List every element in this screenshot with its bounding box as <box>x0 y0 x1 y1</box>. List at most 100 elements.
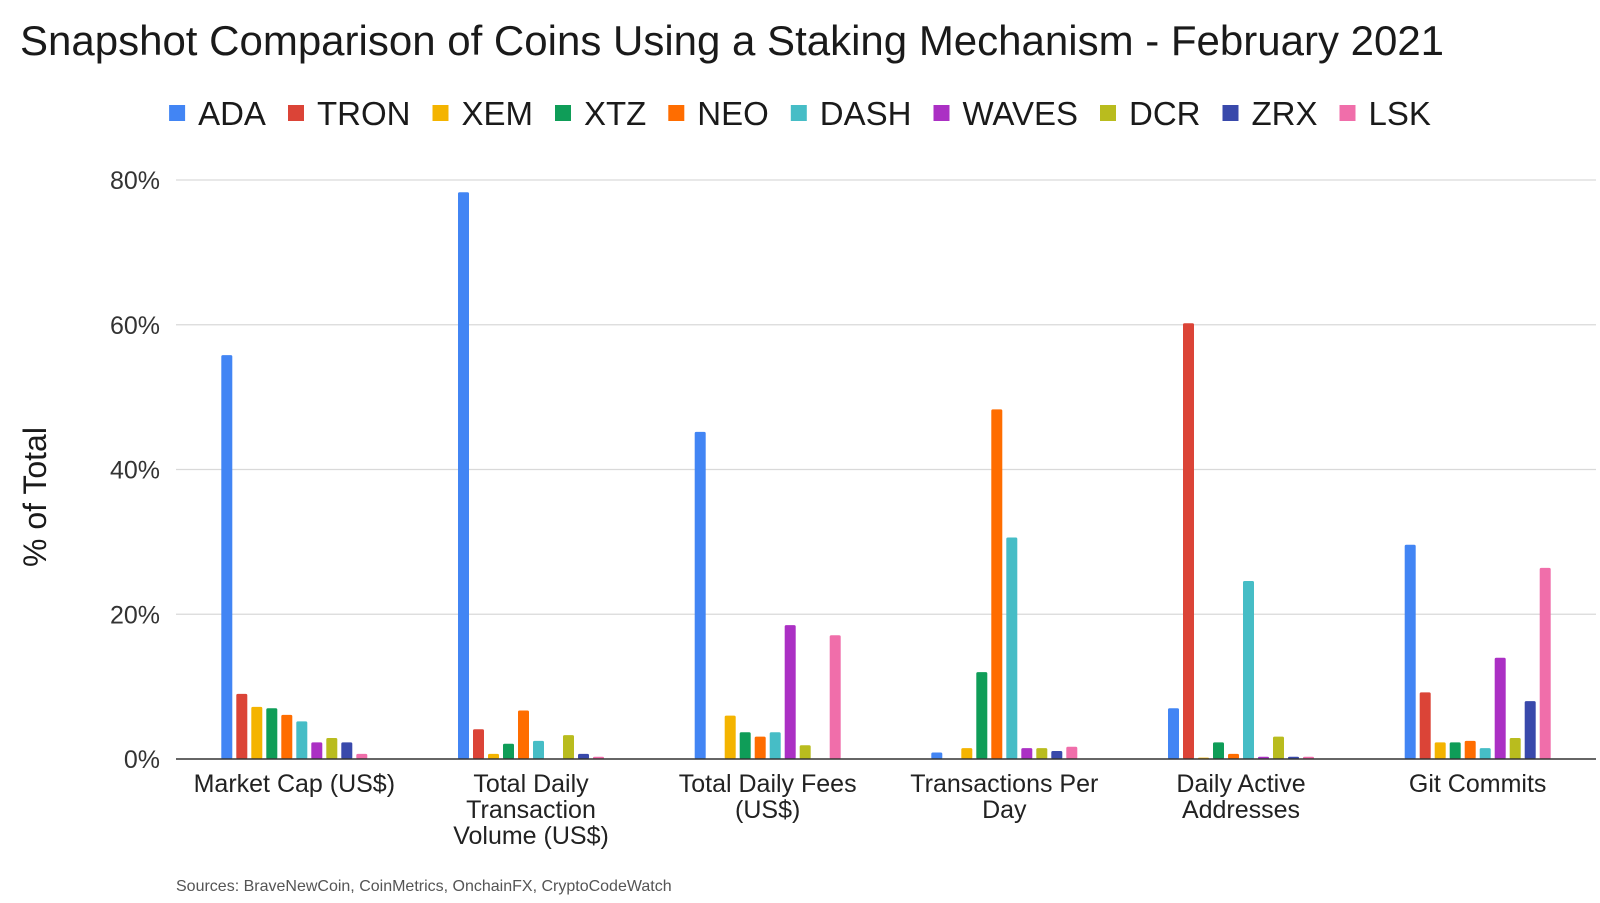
bar-dash-3 <box>1006 537 1018 759</box>
bar-dash-2 <box>769 732 781 759</box>
bar-dcr-0 <box>326 738 338 759</box>
legend-swatch <box>1100 105 1116 121</box>
bar-waves-5 <box>1494 657 1506 759</box>
bar-lsk-0 <box>356 753 368 759</box>
bar-neo-5 <box>1464 740 1476 759</box>
x-tick-label: Market Cap (US$) <box>194 770 395 798</box>
legend-item-tron: TRON <box>288 95 411 132</box>
legend-item-neo: NEO <box>668 95 769 132</box>
bar-ada-0 <box>221 355 233 759</box>
y-tick-label: 80% <box>110 167 160 195</box>
x-axis-labels: Market Cap (US$) Total Daily Transaction Vo… <box>194 770 1547 850</box>
legend-swatch <box>169 105 186 121</box>
legend-label: LSK <box>1369 95 1431 132</box>
bar-neo-0 <box>281 714 293 759</box>
bar-xtz-4 <box>1213 742 1224 759</box>
legend-item-zrx: ZRX <box>1222 95 1318 132</box>
legend-label: TRON <box>317 95 411 132</box>
y-axis-title: % of Total <box>17 427 53 567</box>
y-axis-ticks: 0% 20% 40% 60% 80% <box>110 167 160 774</box>
bar-dash-1 <box>533 740 544 759</box>
bar-zrx-3 <box>1051 751 1063 759</box>
legend-item-dash: DASH <box>790 95 912 132</box>
legend-label: ZRX <box>1252 95 1318 132</box>
legend-label: ADA <box>198 95 266 132</box>
bar-waves-2 <box>784 625 796 759</box>
gridlines <box>176 179 1596 615</box>
x-tick-label: Total Daily Transaction Volume (US$) <box>453 770 609 850</box>
x-tick-label: Total Daily Fees (US$) <box>679 770 857 824</box>
chart-title: Snapshot Comparison of Coins Using a Sta… <box>20 17 1444 64</box>
bar-tron-1 <box>473 729 484 759</box>
bar-zrx-1 <box>578 753 589 759</box>
source-note: Sources: BraveNewCoin, CoinMetrics, Onch… <box>176 878 672 895</box>
bar-xtz-2 <box>739 732 751 759</box>
y-tick-label: 0% <box>124 746 160 774</box>
legend-item-waves: WAVES <box>933 95 1079 132</box>
bar-dcr-5 <box>1509 738 1521 759</box>
bar-tron-4 <box>1183 323 1194 759</box>
bar-xtz-1 <box>503 743 514 759</box>
bar-xtz-0 <box>266 708 278 759</box>
bar-tron-0 <box>236 693 248 759</box>
bar-dcr-4 <box>1273 736 1284 759</box>
legend-swatch <box>288 105 304 121</box>
legend-swatch <box>668 105 685 121</box>
bar-lsk-5 <box>1539 567 1551 759</box>
legend-item-xtz: XTZ <box>555 95 646 132</box>
bar-lsk-3 <box>1066 746 1078 759</box>
x-tick-label: Git Commits <box>1409 770 1547 798</box>
bar-ada-5 <box>1404 544 1416 759</box>
x-tick-label: Transactions Per Day <box>910 770 1098 824</box>
bar-dash-5 <box>1479 748 1491 759</box>
bar-xem-0 <box>251 706 263 759</box>
legend-label: WAVES <box>963 95 1079 132</box>
bar-xem-5 <box>1434 742 1446 759</box>
legend-swatch <box>933 105 950 121</box>
legend-swatch <box>790 105 807 121</box>
legend: ADA TRON XEM XTZ NEO DASH WAVES DCR ZRX LSK <box>169 95 1431 132</box>
bar-dash-0 <box>296 721 308 759</box>
bar-dcr-1 <box>563 735 574 759</box>
bar-dcr-3 <box>1036 748 1048 759</box>
bar-ada-4 <box>1168 708 1179 759</box>
bar-xtz-3 <box>976 672 988 759</box>
bar-xem-1 <box>488 753 499 759</box>
bar-ada-2 <box>694 431 706 759</box>
bar-dash-4 <box>1243 581 1254 759</box>
bar-neo-4 <box>1228 753 1239 759</box>
legend-label: DASH <box>820 95 912 132</box>
legend-swatch <box>1222 105 1239 121</box>
bar-xem-2 <box>724 715 736 759</box>
legend-swatch <box>555 105 571 121</box>
legend-item-lsk: LSK <box>1339 95 1431 132</box>
bar-neo-2 <box>754 736 766 759</box>
legend-label: XTZ <box>584 95 646 132</box>
y-tick-label: 40% <box>110 457 160 485</box>
bar-waves-3 <box>1021 748 1033 759</box>
legend-item-xem: XEM <box>432 95 534 132</box>
legend-label: DCR <box>1129 95 1201 132</box>
bar-ada-1 <box>458 192 469 760</box>
y-tick-label: 20% <box>110 601 160 629</box>
bar-ada-3 <box>931 752 943 759</box>
y-tick-label: 60% <box>110 312 160 340</box>
bar-waves-0 <box>311 742 323 759</box>
bar-neo-3 <box>991 409 1003 759</box>
legend-swatch <box>1339 105 1356 121</box>
bars <box>221 192 1551 760</box>
bar-xtz-5 <box>1449 742 1461 759</box>
legend-item-ada: ADA <box>169 95 266 132</box>
x-tick-label: Daily Active Addresses <box>1176 770 1305 824</box>
bar-dcr-2 <box>799 745 811 759</box>
bar-xem-3 <box>961 748 973 759</box>
bar-neo-1 <box>518 710 529 759</box>
bar-zrx-0 <box>341 742 353 759</box>
legend-label: XEM <box>462 95 534 132</box>
legend-swatch <box>432 105 449 121</box>
bar-lsk-2 <box>829 635 841 759</box>
legend-label: NEO <box>697 95 769 132</box>
bar-tron-5 <box>1419 692 1431 759</box>
legend-item-dcr: DCR <box>1100 95 1201 132</box>
